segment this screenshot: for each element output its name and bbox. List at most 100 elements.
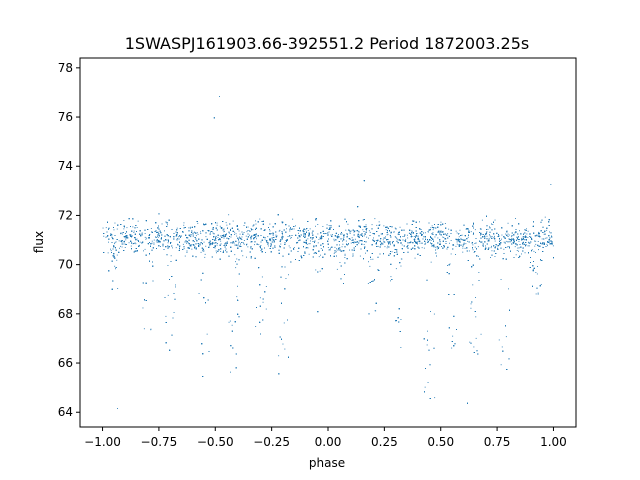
data-point <box>252 235 254 236</box>
data-point <box>228 232 230 234</box>
data-point <box>140 234 141 236</box>
data-point <box>427 231 429 232</box>
data-point <box>242 255 244 257</box>
data-point <box>290 227 291 228</box>
data-point <box>305 229 307 231</box>
data-point <box>318 250 320 252</box>
data-point <box>255 220 256 222</box>
data-point <box>474 246 476 248</box>
data-point <box>187 237 189 239</box>
data-point <box>150 329 152 331</box>
data-point <box>393 231 395 233</box>
data-point <box>358 225 360 227</box>
data-point <box>318 239 320 240</box>
data-point <box>131 242 132 244</box>
data-point <box>538 231 539 233</box>
data-point <box>407 244 409 246</box>
data-point <box>144 248 146 250</box>
data-point <box>347 234 348 236</box>
data-point <box>190 236 192 238</box>
data-point <box>260 245 262 246</box>
data-point <box>200 233 202 234</box>
data-point <box>141 234 143 236</box>
data-point <box>155 237 157 238</box>
data-point <box>394 227 396 229</box>
data-point <box>329 226 331 228</box>
data-point <box>339 244 340 246</box>
data-point <box>479 228 481 230</box>
data-point <box>165 239 167 241</box>
data-point <box>411 230 413 232</box>
data-point <box>497 247 498 249</box>
data-point <box>550 240 551 242</box>
data-point <box>445 238 447 240</box>
data-point <box>308 253 310 255</box>
data-point <box>492 224 494 225</box>
data-point <box>418 238 419 240</box>
data-point <box>194 231 195 233</box>
data-point <box>302 230 304 232</box>
data-point <box>430 311 431 312</box>
data-point <box>407 237 409 239</box>
data-point <box>315 236 317 237</box>
data-point <box>345 229 347 231</box>
data-point <box>463 242 465 244</box>
data-point <box>363 235 365 237</box>
data-point <box>451 347 453 349</box>
data-point <box>230 236 232 238</box>
data-point <box>473 223 474 225</box>
data-point <box>206 333 208 335</box>
data-point <box>393 231 395 233</box>
data-point <box>226 241 228 243</box>
data-point <box>219 238 220 239</box>
data-point <box>194 232 196 234</box>
data-point <box>270 244 272 246</box>
data-point <box>517 247 519 249</box>
data-point <box>529 236 530 237</box>
data-point <box>192 233 194 235</box>
data-point <box>249 230 251 232</box>
data-point <box>500 240 502 241</box>
data-point <box>504 237 506 239</box>
data-point <box>442 236 444 238</box>
data-point <box>123 220 125 221</box>
data-point <box>332 234 333 236</box>
data-point <box>209 242 211 244</box>
data-point <box>507 246 509 248</box>
data-point <box>161 223 163 225</box>
data-point <box>250 228 252 229</box>
data-point <box>549 231 550 233</box>
data-point <box>518 240 520 242</box>
data-point <box>200 231 201 233</box>
data-point <box>313 246 315 248</box>
data-point <box>467 236 469 238</box>
data-point <box>249 234 250 236</box>
data-point <box>276 235 278 237</box>
data-point <box>284 348 286 350</box>
data-point <box>328 249 330 251</box>
data-point <box>521 237 523 239</box>
data-point <box>344 254 346 256</box>
data-point <box>489 226 490 228</box>
data-point <box>220 240 222 242</box>
data-point <box>340 249 341 251</box>
data-point <box>110 250 112 252</box>
data-point <box>212 232 214 234</box>
data-point <box>265 286 267 287</box>
data-point <box>106 236 108 238</box>
data-point <box>508 239 510 240</box>
data-point <box>165 315 167 317</box>
data-point <box>376 224 378 226</box>
data-point <box>462 246 464 247</box>
data-point <box>216 222 218 224</box>
data-point <box>333 240 335 242</box>
data-point <box>298 232 299 234</box>
data-point <box>377 245 379 247</box>
data-point <box>421 247 423 249</box>
data-point <box>433 245 434 247</box>
data-point <box>524 252 526 254</box>
data-point <box>447 265 448 266</box>
data-point <box>480 241 482 243</box>
data-point <box>514 232 516 234</box>
data-point <box>125 239 127 241</box>
